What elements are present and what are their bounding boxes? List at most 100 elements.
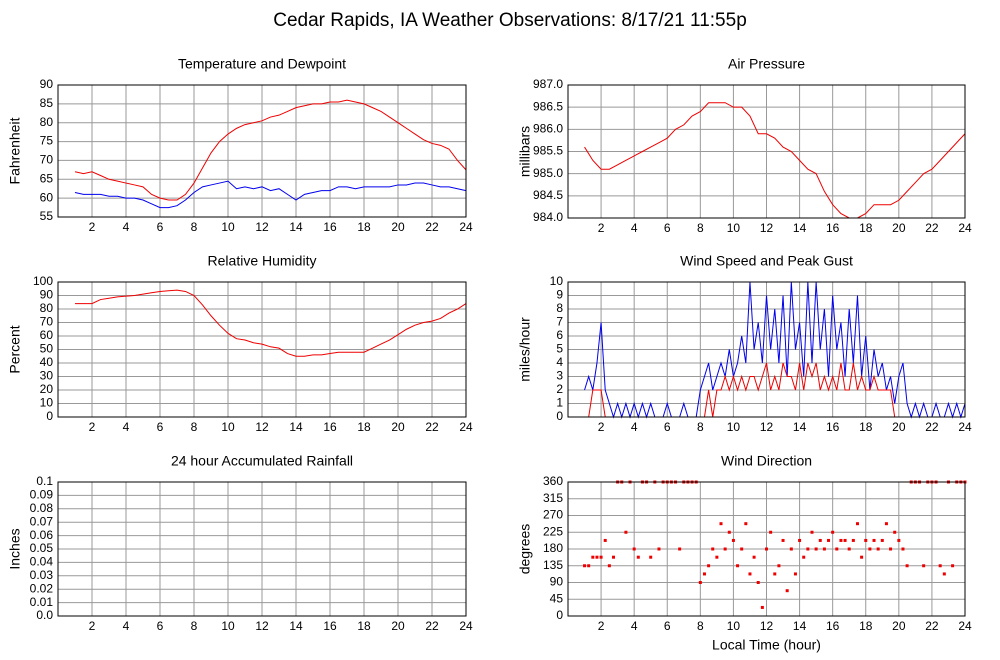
x-tick-label: 14 <box>793 221 807 235</box>
x-tick-label: 20 <box>892 420 906 434</box>
y-tick-label: 9 <box>556 288 563 302</box>
data-point <box>847 547 851 551</box>
x-tick-label: 22 <box>425 220 439 234</box>
data-point <box>822 547 826 551</box>
x-tick-label: 14 <box>793 619 807 633</box>
x-tick-label: 14 <box>289 420 303 434</box>
x-tick-label: 8 <box>697 420 704 434</box>
x-tick-label: 18 <box>357 619 371 633</box>
y-tick-label: 2 <box>556 382 563 396</box>
y-axis-label: degrees <box>517 524 533 575</box>
x-tick-label: 22 <box>425 619 439 633</box>
plot-frame <box>57 84 467 218</box>
y-tick-label: 0.08 <box>30 501 54 515</box>
plot-frame <box>57 481 467 617</box>
plot-frame <box>567 84 966 219</box>
data-point <box>611 555 615 559</box>
x-tick-label: 22 <box>925 221 939 235</box>
x-tick-label: 6 <box>157 220 164 234</box>
chart-title: Wind Direction <box>721 453 812 469</box>
y-tick-label: 985.5 <box>533 144 563 158</box>
y-tick-label: 984.5 <box>533 188 563 202</box>
chart-title: Air Pressure <box>728 56 805 72</box>
data-point <box>806 547 810 551</box>
data-point <box>798 538 802 542</box>
data-point <box>756 581 760 584</box>
x-tick-label: 12 <box>255 619 269 633</box>
x-tick-label: 16 <box>323 220 337 234</box>
series-line <box>74 99 467 201</box>
data-point <box>868 547 872 551</box>
data-point <box>938 564 942 568</box>
y-tick-label: 10 <box>550 274 564 288</box>
x-tick-label: 14 <box>793 420 807 434</box>
data-point <box>744 522 748 526</box>
data-point <box>603 538 607 542</box>
data-point <box>715 555 719 559</box>
data-point <box>678 547 682 551</box>
data-point <box>719 522 723 526</box>
data-point <box>591 555 595 559</box>
y-tick-label: 90 <box>40 77 54 91</box>
x-tick-label: 16 <box>323 619 337 633</box>
series-line <box>75 289 467 357</box>
x-tick-label: 12 <box>255 420 269 434</box>
data-point <box>587 564 591 568</box>
x-tick-label: 22 <box>425 420 439 434</box>
x-tick-label: 20 <box>391 619 405 633</box>
x-tick-label: 16 <box>826 619 840 633</box>
data-point <box>827 538 831 542</box>
y-tick-label: 987.0 <box>533 77 563 91</box>
y-tick-label: 30 <box>40 369 54 383</box>
data-point <box>835 547 839 551</box>
series-line <box>74 180 467 209</box>
y-tick-label: 225 <box>543 524 563 538</box>
data-point <box>860 555 864 559</box>
data-point <box>876 547 880 551</box>
data-point <box>884 522 888 526</box>
y-tick-label: 0 <box>46 409 53 423</box>
x-tick-label: 24 <box>958 619 972 633</box>
chart-title: 24 hour Accumulated Rainfall <box>171 453 353 469</box>
data-point <box>872 538 876 542</box>
chart-title: Temperature and Dewpoint <box>178 56 346 72</box>
data-point <box>781 538 785 542</box>
x-tick-label: 4 <box>123 420 130 434</box>
y-tick-label: 6 <box>556 328 563 342</box>
x-tick-label: 12 <box>255 220 269 234</box>
y-tick-label: 0.0 <box>36 608 53 622</box>
x-tick-label: 8 <box>191 420 198 434</box>
x-tick-label: 2 <box>89 420 96 434</box>
x-tick-label: 2 <box>89 619 96 633</box>
y-tick-label: 986.0 <box>533 122 563 136</box>
y-tick-label: 40 <box>40 355 54 369</box>
data-point <box>951 564 955 568</box>
x-tick-label: 22 <box>925 420 939 434</box>
x-tick-label: 18 <box>859 221 873 235</box>
x-tick-label: 14 <box>289 619 303 633</box>
data-point <box>897 538 901 542</box>
x-tick-label: 24 <box>958 221 972 235</box>
series-line <box>584 102 966 219</box>
y-tick-label: 270 <box>543 508 563 522</box>
y-axis-label: Percent <box>7 325 23 373</box>
x-tick-label: 4 <box>631 420 638 434</box>
plot-frame <box>57 281 467 418</box>
x-tick-label: 10 <box>727 420 741 434</box>
x-tick-label: 18 <box>859 420 873 434</box>
y-tick-label: 180 <box>543 541 563 555</box>
y-axis-label: Inches <box>7 528 23 569</box>
data-point <box>793 572 797 576</box>
data-point <box>843 538 847 542</box>
data-point <box>942 572 946 576</box>
y-tick-label: 4 <box>556 355 563 369</box>
y-tick-label: 315 <box>543 491 563 505</box>
y-tick-label: 45 <box>550 591 564 605</box>
y-tick-label: 0.06 <box>30 528 54 542</box>
x-tick-label: 22 <box>925 619 939 633</box>
x-tick-label: 8 <box>191 220 198 234</box>
chart-title: Wind Speed and Peak Gust <box>680 253 853 269</box>
data-point <box>624 530 628 534</box>
x-tick-label: 12 <box>760 619 774 633</box>
